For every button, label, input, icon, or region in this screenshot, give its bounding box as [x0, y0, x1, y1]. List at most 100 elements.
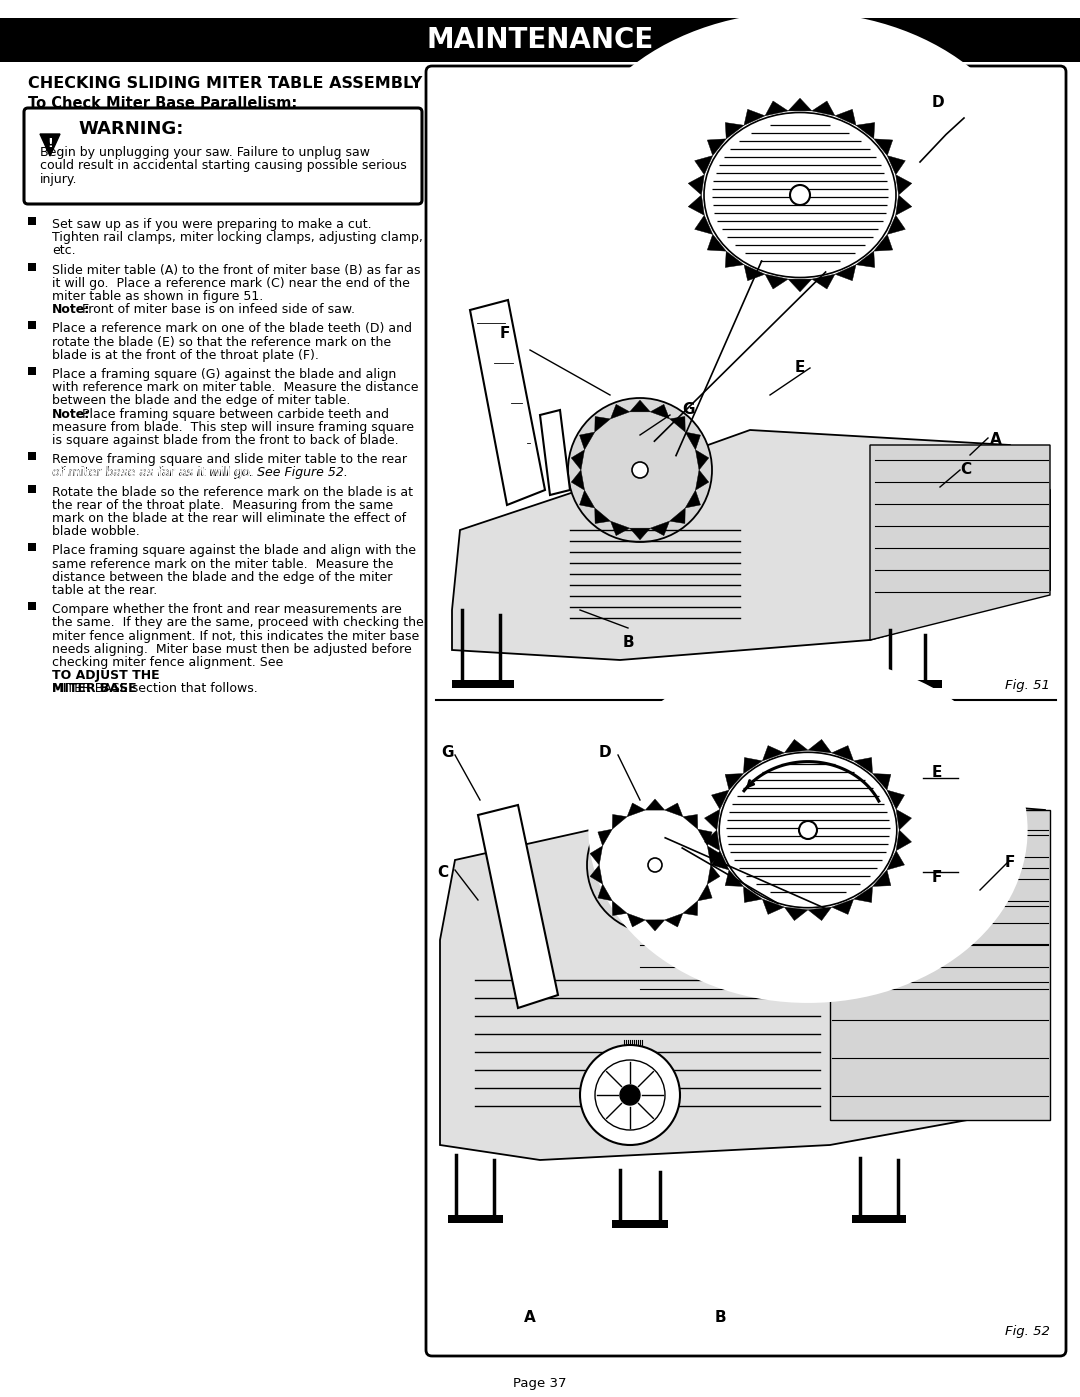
Text: Rotate the blade so the reference mark on the blade is at: Rotate the blade so the reference mark o… — [52, 486, 413, 499]
Text: !: ! — [48, 137, 53, 151]
Bar — [612, 1220, 669, 1228]
Polygon shape — [664, 914, 683, 928]
Bar — [28, 321, 36, 330]
Polygon shape — [788, 279, 812, 292]
Ellipse shape — [589, 657, 1027, 1003]
Text: MITER BASE section that follows.: MITER BASE section that follows. — [52, 682, 258, 696]
Circle shape — [595, 1060, 665, 1130]
Polygon shape — [712, 851, 729, 870]
Text: between the blade and the edge of miter table.: between the blade and the edge of miter … — [52, 394, 350, 408]
Text: it will go.  Place a reference mark (C) near the end of the: it will go. Place a reference mark (C) n… — [52, 277, 410, 289]
Polygon shape — [707, 138, 726, 155]
Bar — [28, 543, 36, 552]
Bar — [28, 485, 36, 493]
Polygon shape — [590, 865, 603, 884]
Text: G: G — [681, 402, 694, 416]
Polygon shape — [707, 847, 720, 865]
Text: distance between the blade and the edge of the miter: distance between the blade and the edge … — [52, 571, 392, 584]
Bar — [28, 453, 36, 460]
Polygon shape — [683, 901, 698, 915]
Polygon shape — [590, 847, 603, 865]
Circle shape — [588, 798, 723, 933]
Ellipse shape — [563, 11, 1037, 379]
Polygon shape — [704, 830, 720, 851]
Polygon shape — [887, 791, 904, 809]
Polygon shape — [610, 521, 630, 535]
Polygon shape — [744, 109, 765, 126]
Text: Page 37: Page 37 — [513, 1377, 567, 1390]
Text: CHECKING SLIDING MITER TABLE ASSEMBLY: CHECKING SLIDING MITER TABLE ASSEMBLY — [28, 75, 422, 91]
Polygon shape — [704, 809, 720, 830]
Polygon shape — [650, 404, 670, 419]
Polygon shape — [873, 870, 891, 887]
Text: of miter base as far as it will go.: of miter base as far as it will go. — [52, 467, 254, 479]
Polygon shape — [598, 884, 612, 901]
Polygon shape — [688, 175, 704, 196]
Text: checking miter fence alignment. See: checking miter fence alignment. See — [52, 657, 287, 669]
Text: WARNING:: WARNING: — [78, 120, 184, 138]
Text: of miter base as far as it will go.: of miter base as far as it will go. — [52, 467, 254, 479]
Polygon shape — [696, 450, 708, 469]
Polygon shape — [688, 196, 704, 215]
Polygon shape — [694, 215, 713, 235]
Polygon shape — [598, 830, 612, 847]
Ellipse shape — [719, 753, 896, 908]
Polygon shape — [670, 416, 685, 432]
Text: A: A — [524, 1310, 536, 1324]
Polygon shape — [765, 101, 788, 116]
Text: miter table as shown in figure 51.: miter table as shown in figure 51. — [52, 291, 264, 303]
Polygon shape — [743, 757, 762, 774]
Bar — [28, 263, 36, 271]
Polygon shape — [853, 757, 873, 774]
Polygon shape — [895, 175, 912, 196]
Bar — [0, 18, 1080, 61]
Polygon shape — [788, 98, 812, 110]
Text: E: E — [932, 764, 943, 780]
Polygon shape — [685, 490, 701, 509]
Text: Fig. 52: Fig. 52 — [1005, 1324, 1050, 1338]
Polygon shape — [874, 138, 893, 155]
Text: needs aligning.  Miter base must then be adjusted before: needs aligning. Miter base must then be … — [52, 643, 411, 655]
Ellipse shape — [688, 725, 928, 935]
Text: Remove framing square and slide miter table to the rear: Remove framing square and slide miter ta… — [52, 453, 407, 467]
Text: Note:: Note: — [52, 408, 91, 420]
Polygon shape — [670, 509, 685, 524]
Polygon shape — [478, 805, 558, 1009]
Polygon shape — [888, 155, 905, 175]
Polygon shape — [540, 409, 570, 495]
Polygon shape — [831, 810, 1050, 1120]
Polygon shape — [580, 432, 595, 450]
Polygon shape — [646, 919, 664, 930]
Text: B: B — [714, 1310, 726, 1324]
Text: Front of miter base is on infeed side of saw.: Front of miter base is on infeed side of… — [79, 303, 355, 316]
Bar — [28, 602, 36, 610]
Polygon shape — [440, 789, 1050, 1160]
Polygon shape — [870, 446, 1050, 640]
Text: Begin by unplugging your saw. Failure to unplug saw: Begin by unplugging your saw. Failure to… — [40, 147, 370, 159]
Polygon shape — [853, 887, 873, 902]
Polygon shape — [874, 235, 893, 251]
Polygon shape — [784, 739, 808, 753]
Circle shape — [580, 1045, 680, 1146]
Polygon shape — [707, 865, 720, 884]
Polygon shape — [698, 884, 712, 901]
Polygon shape — [743, 887, 762, 902]
Polygon shape — [712, 791, 729, 809]
Polygon shape — [627, 914, 646, 928]
Polygon shape — [630, 400, 650, 412]
Text: To Check Miter Base Parallelism:: To Check Miter Base Parallelism: — [28, 96, 297, 110]
Text: blade is at the front of the throat plate (F).: blade is at the front of the throat plat… — [52, 349, 319, 362]
Polygon shape — [630, 528, 650, 539]
Text: Place framing square against the blade and align with the: Place framing square against the blade a… — [52, 545, 416, 557]
Polygon shape — [835, 264, 856, 281]
Polygon shape — [725, 774, 743, 791]
Polygon shape — [453, 430, 1050, 659]
Polygon shape — [835, 109, 856, 126]
Bar — [882, 680, 942, 687]
Polygon shape — [832, 746, 853, 761]
Polygon shape — [627, 803, 646, 817]
Text: G: G — [442, 745, 455, 760]
Text: C: C — [437, 865, 448, 880]
Text: Tighten rail clamps, miter locking clamps, adjusting clamp,: Tighten rail clamps, miter locking clamp… — [52, 231, 423, 244]
FancyBboxPatch shape — [24, 108, 422, 204]
